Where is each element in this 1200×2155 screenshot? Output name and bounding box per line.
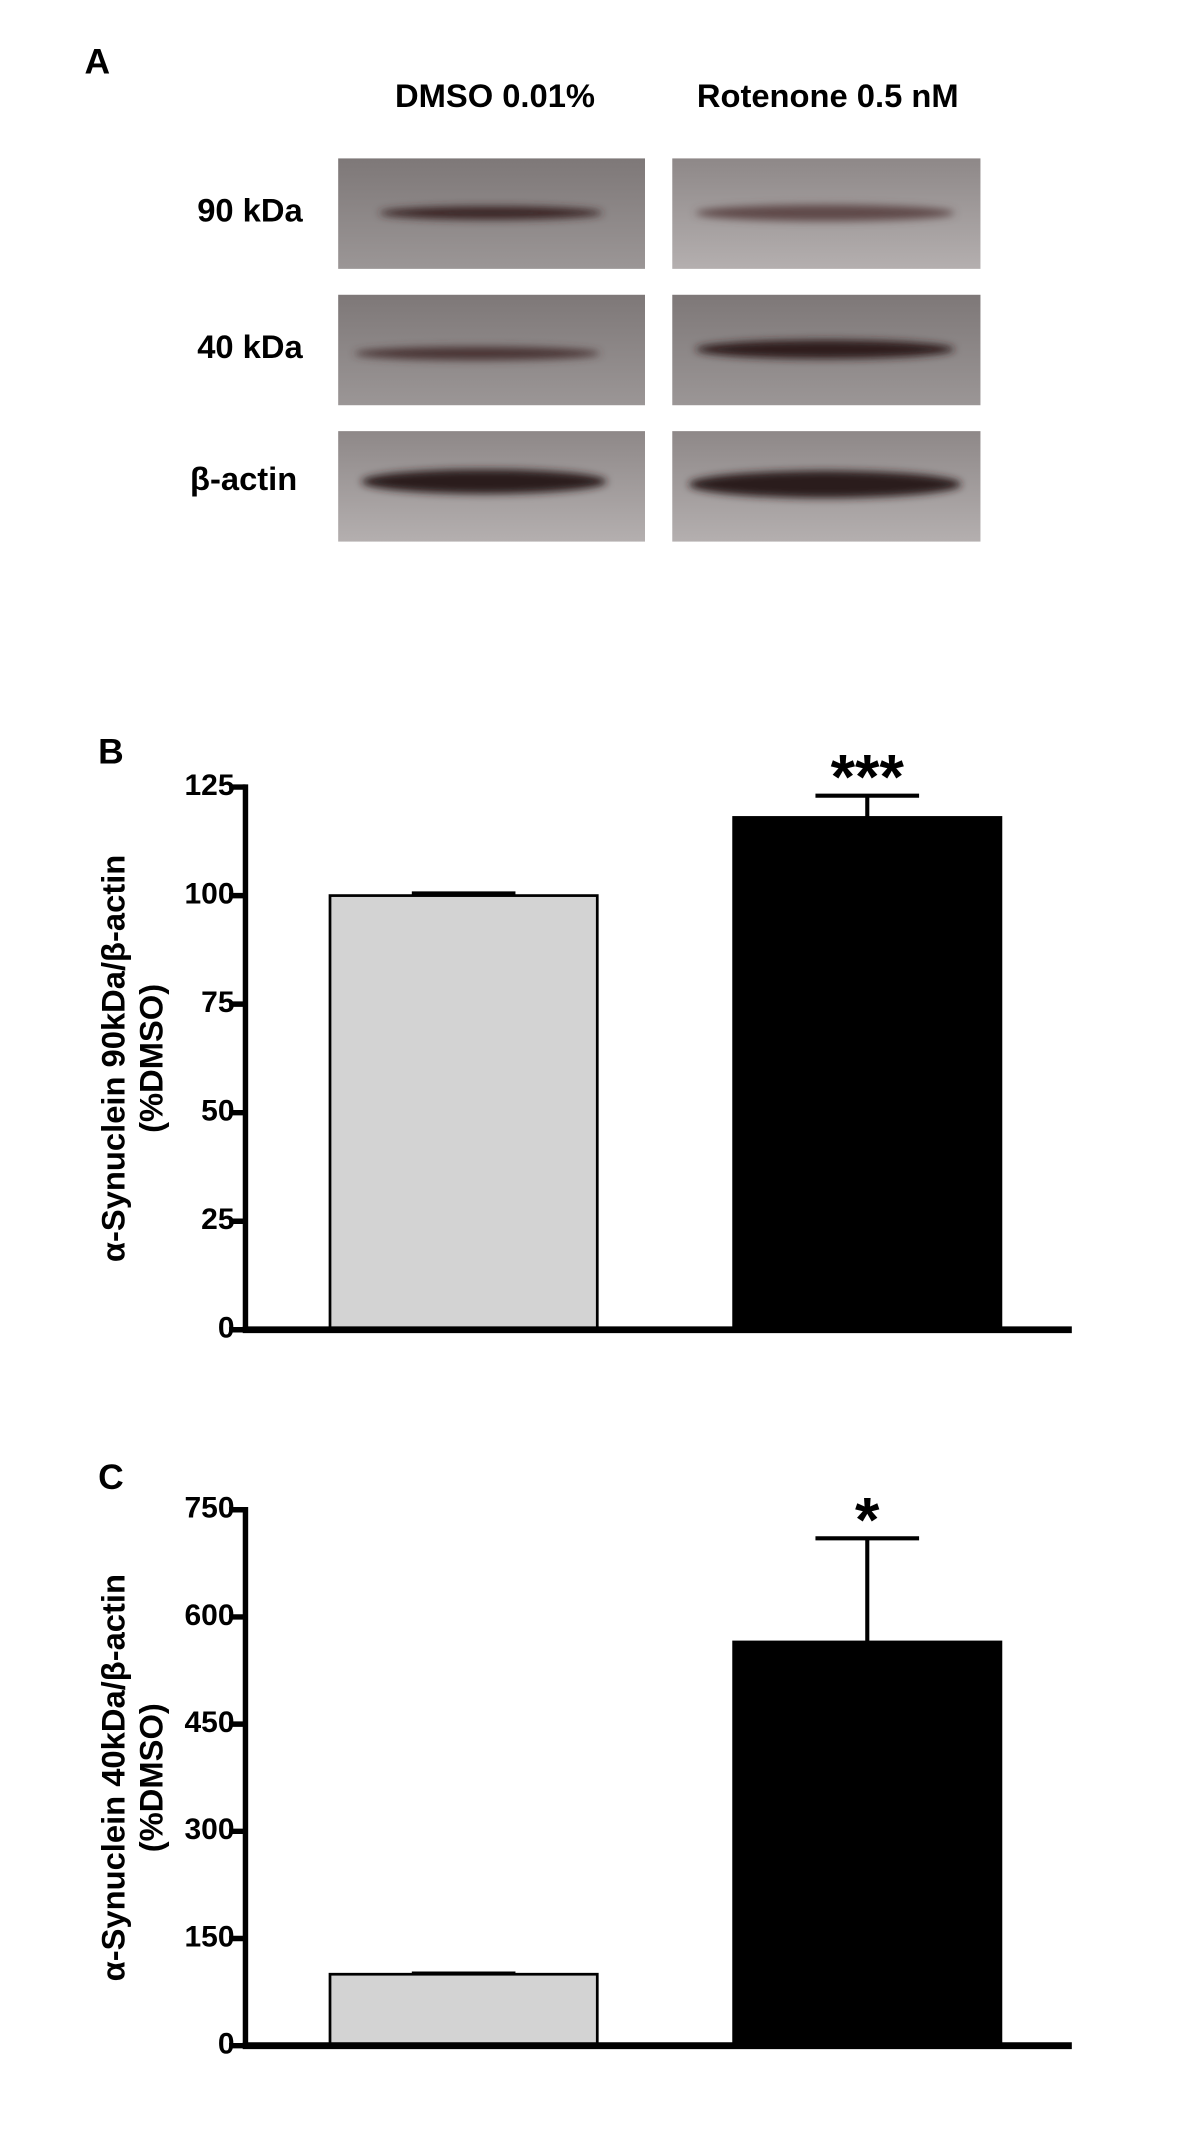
bar (328, 894, 599, 1332)
y-tick-label: 100 (184, 878, 234, 911)
bar (328, 1972, 599, 2048)
panel-label: A (85, 42, 111, 82)
y-tick-label: 600 (184, 1599, 234, 1632)
row-label: β-actin (190, 460, 297, 497)
column-label: DMSO 0.01% (395, 77, 595, 114)
y-tick-label: 125 (184, 769, 234, 802)
row-label: 40 kDa (197, 328, 303, 365)
y-tick-label: 25 (201, 1203, 234, 1236)
y-axis-label: α-Synuclein 90kDa/β-actin (95, 855, 132, 1262)
bar (732, 1640, 1003, 2048)
bar (732, 816, 1003, 1332)
row-label: 90 kDa (197, 192, 303, 229)
y-tick-label: 450 (184, 1706, 234, 1739)
y-tick-label: 300 (184, 1813, 234, 1846)
y-axis-label: α-Synuclein 40kDa/β-actin (95, 1574, 132, 1981)
y-tick-label: 0 (218, 1312, 235, 1345)
panel-label: B (98, 732, 124, 772)
y-axis-label: (%DMSO) (133, 1703, 170, 1852)
blot-images (338, 158, 981, 542)
y-tick-label: 150 (184, 1920, 234, 1953)
y-tick-label: 0 (218, 2028, 235, 2061)
significance-label: * (855, 1485, 880, 1555)
y-tick-label: 75 (201, 986, 234, 1019)
y-tick-label: 50 (201, 1095, 234, 1128)
y-axis-label: (%DMSO) (133, 984, 170, 1133)
y-tick-label: 750 (184, 1492, 234, 1525)
significance-label: *** (831, 743, 905, 813)
panel-label: C (98, 1457, 124, 1497)
column-label: Rotenone 0.5 nM (697, 77, 959, 114)
